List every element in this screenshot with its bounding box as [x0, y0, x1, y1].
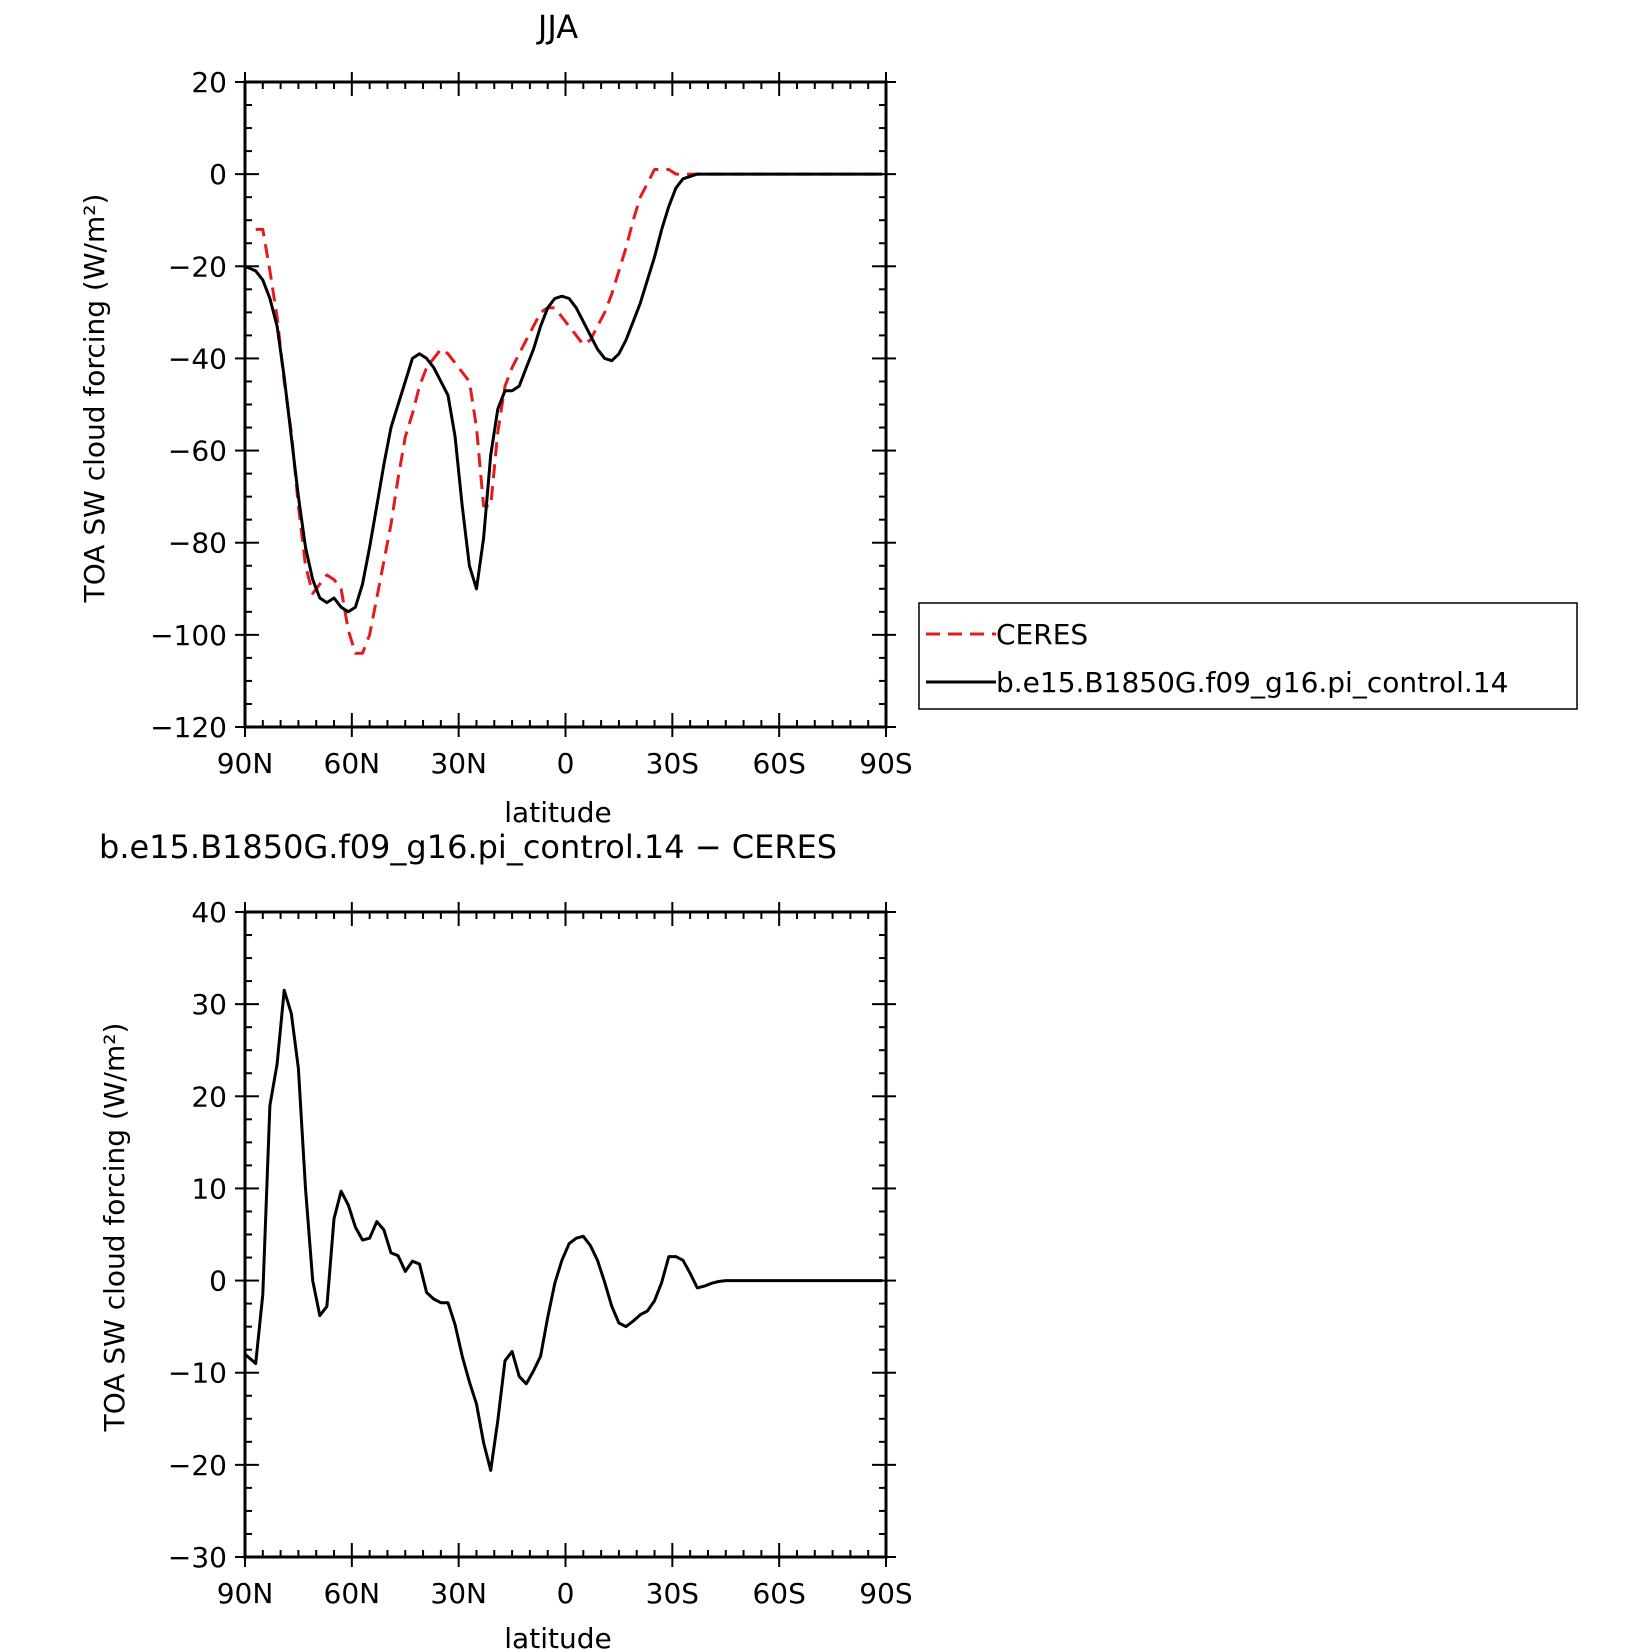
x-tick-label: 60N — [324, 1577, 381, 1610]
y-tick-label: 0 — [209, 1265, 227, 1298]
ceres-series-line — [255, 168, 883, 655]
model-series-line — [244, 988, 883, 1472]
y-tick-label: −20 — [168, 1449, 227, 1482]
legend: CERES b.e15.B1850G.f09_g16.pi_control.14 — [918, 602, 1578, 710]
bottom-x-axis-title: latitude — [504, 1622, 611, 1652]
y-tick-label: −10 — [168, 1357, 227, 1390]
top-panel: JJA 90N 60N 30N 0 30S 60S 90S 20 0 −20 −40 −60 −80 −1… — [78, 8, 913, 829]
y-tick-label: 30 — [191, 988, 227, 1021]
x-tick-label: 60N — [324, 747, 381, 780]
x-tick-label: 60S — [752, 1577, 805, 1610]
x-tick-label: 0 — [557, 747, 575, 780]
x-tick-label: 30N — [430, 747, 487, 780]
top-x-axis-title: latitude — [504, 796, 611, 829]
x-tick-label: 90S — [859, 747, 912, 780]
y-tick-label: −80 — [168, 527, 227, 560]
model-series-line — [244, 172, 883, 614]
plot-frame — [243, 80, 888, 729]
plot-frame — [243, 910, 888, 1559]
top-chart-title: JJA — [536, 8, 578, 46]
y-tick-label: 20 — [191, 66, 227, 99]
bottom-chart-title: b.e15.B1850G.f09_g16.pi_control.14 − CER… — [99, 828, 837, 866]
x-tick-label: 60S — [752, 747, 805, 780]
top-y-axis-title: TOA SW cloud forcing (W/m²) — [78, 194, 111, 604]
top-plot-area: 90N 60N 30N 0 30S 60S 90S 20 0 −20 −40 −60 −80 −100 −1… — [150, 66, 913, 780]
x-tick-label: 0 — [557, 1577, 575, 1610]
y-tick-label: 20 — [191, 1080, 227, 1113]
y-tick-label: −100 — [150, 619, 227, 652]
x-tick-label: 30N — [430, 1577, 487, 1610]
y-tick-label: 40 — [191, 896, 227, 929]
bottom-panel: b.e15.B1850G.f09_g16.pi_control.14 − CER… — [98, 828, 913, 1652]
y-tick-label: −40 — [168, 342, 227, 375]
y-tick-label: 10 — [191, 1172, 227, 1205]
legend-box — [918, 602, 1578, 710]
x-tick-label: 90N — [217, 1577, 274, 1610]
y-tick-label: −30 — [168, 1541, 227, 1574]
x-tick-label: 90N — [217, 747, 274, 780]
y-tick-label: −120 — [150, 711, 227, 744]
bottom-plot-area: 90N 60N 30N 0 30S 60S 90S 40 30 20 10 0 −10 −20 −30 — [168, 896, 913, 1610]
x-tick-label: 30S — [646, 747, 699, 780]
x-tick-label: 30S — [646, 1577, 699, 1610]
x-tick-label: 90S — [859, 1577, 912, 1610]
y-tick-label: −20 — [168, 250, 227, 283]
bottom-y-axis-title: TOA SW cloud forcing (W/m²) — [98, 1023, 131, 1433]
legend-ceres-label: CERES — [996, 618, 1088, 651]
y-tick-label: 0 — [209, 158, 227, 191]
legend-model-label: b.e15.B1850G.f09_g16.pi_control.14 — [996, 666, 1508, 699]
y-tick-label: −60 — [168, 435, 227, 468]
